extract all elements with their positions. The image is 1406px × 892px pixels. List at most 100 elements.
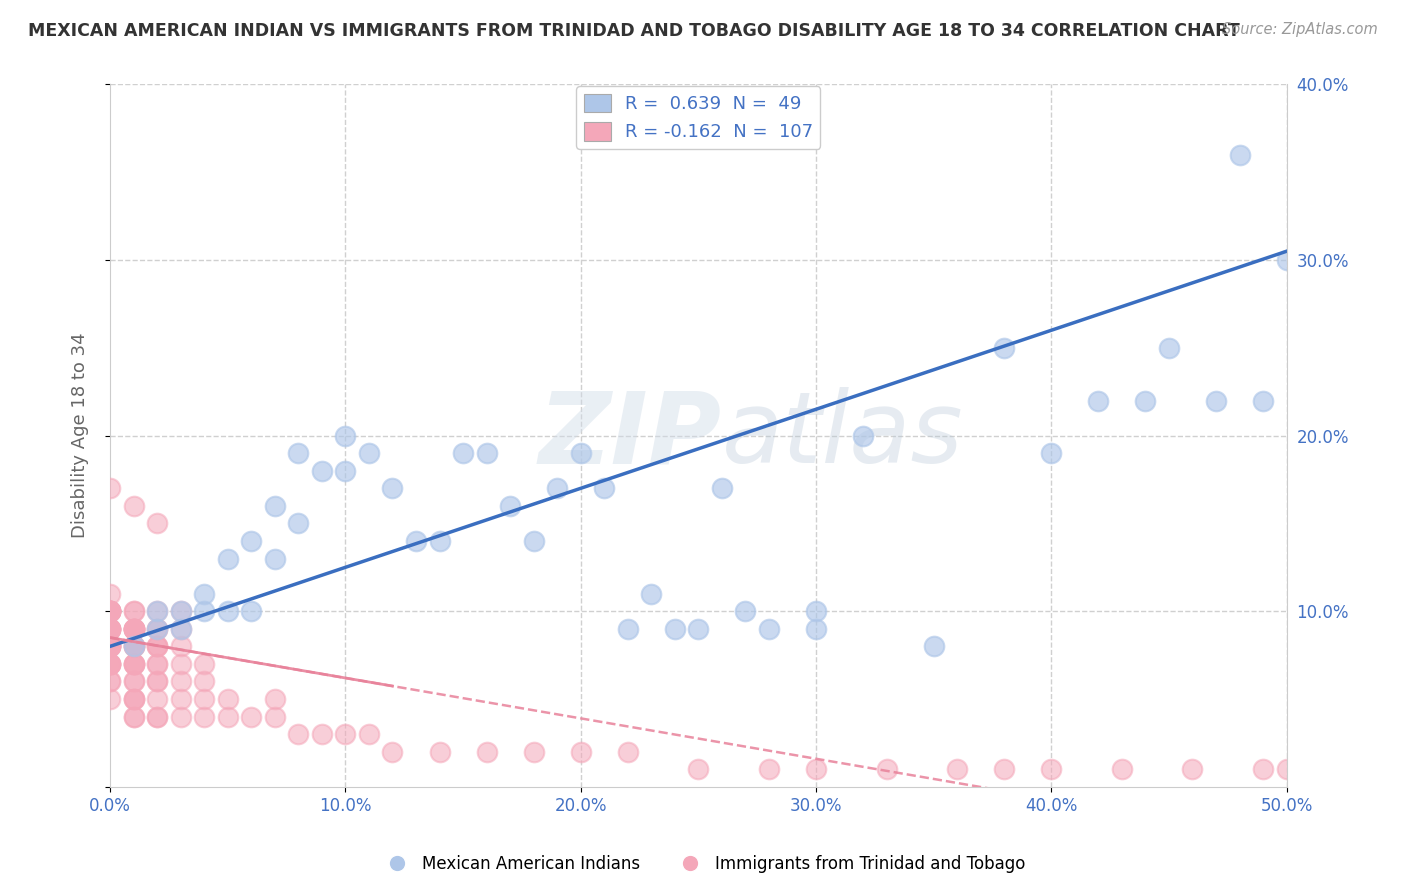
Point bbox=[475, 446, 498, 460]
Point bbox=[98, 604, 121, 618]
Point bbox=[169, 604, 191, 618]
Point bbox=[804, 622, 827, 636]
Point bbox=[122, 674, 145, 689]
Point bbox=[98, 640, 121, 654]
Point bbox=[1040, 446, 1063, 460]
Point bbox=[122, 604, 145, 618]
Point bbox=[146, 709, 169, 723]
Point bbox=[1251, 762, 1274, 776]
Point bbox=[546, 481, 568, 495]
Point bbox=[146, 516, 169, 531]
Point bbox=[98, 657, 121, 671]
Point bbox=[311, 464, 333, 478]
Point bbox=[1275, 253, 1298, 268]
Point bbox=[1229, 147, 1251, 161]
Point bbox=[946, 762, 969, 776]
Point bbox=[311, 727, 333, 741]
Point bbox=[593, 481, 616, 495]
Point bbox=[146, 604, 169, 618]
Point bbox=[98, 657, 121, 671]
Point bbox=[193, 604, 215, 618]
Point bbox=[98, 657, 121, 671]
Point bbox=[146, 692, 169, 706]
Point bbox=[98, 587, 121, 601]
Point bbox=[98, 604, 121, 618]
Text: ZIP: ZIP bbox=[538, 387, 721, 484]
Point bbox=[98, 622, 121, 636]
Point bbox=[263, 692, 285, 706]
Point bbox=[852, 428, 875, 442]
Point bbox=[640, 587, 662, 601]
Point bbox=[193, 657, 215, 671]
Point bbox=[263, 499, 285, 513]
Point bbox=[499, 499, 522, 513]
Point bbox=[405, 534, 427, 549]
Point bbox=[146, 640, 169, 654]
Point bbox=[98, 622, 121, 636]
Point bbox=[98, 657, 121, 671]
Point bbox=[758, 622, 780, 636]
Point bbox=[146, 674, 169, 689]
Point bbox=[146, 622, 169, 636]
Point bbox=[169, 622, 191, 636]
Point bbox=[98, 640, 121, 654]
Point bbox=[146, 640, 169, 654]
Point bbox=[569, 446, 592, 460]
Point bbox=[98, 622, 121, 636]
Point bbox=[169, 709, 191, 723]
Point bbox=[146, 622, 169, 636]
Point bbox=[381, 481, 404, 495]
Point bbox=[758, 762, 780, 776]
Point bbox=[122, 622, 145, 636]
Point bbox=[688, 762, 710, 776]
Point bbox=[122, 640, 145, 654]
Point bbox=[1181, 762, 1204, 776]
Point bbox=[357, 446, 380, 460]
Point bbox=[122, 640, 145, 654]
Point bbox=[122, 692, 145, 706]
Point bbox=[122, 674, 145, 689]
Point bbox=[169, 674, 191, 689]
Point bbox=[876, 762, 898, 776]
Point bbox=[1040, 762, 1063, 776]
Point bbox=[98, 604, 121, 618]
Point bbox=[146, 657, 169, 671]
Point bbox=[217, 692, 239, 706]
Point bbox=[451, 446, 474, 460]
Point bbox=[1135, 393, 1157, 408]
Point bbox=[240, 534, 263, 549]
Point bbox=[240, 604, 263, 618]
Point bbox=[98, 692, 121, 706]
Point bbox=[122, 622, 145, 636]
Point bbox=[1157, 341, 1180, 355]
Point bbox=[993, 341, 1015, 355]
Point bbox=[523, 745, 546, 759]
Point bbox=[193, 692, 215, 706]
Point bbox=[1205, 393, 1227, 408]
Point bbox=[98, 481, 121, 495]
Point bbox=[993, 762, 1015, 776]
Point bbox=[263, 551, 285, 566]
Point bbox=[146, 604, 169, 618]
Point bbox=[122, 657, 145, 671]
Legend: Mexican American Indians, Immigrants from Trinidad and Tobago: Mexican American Indians, Immigrants fro… bbox=[374, 848, 1032, 880]
Point bbox=[98, 674, 121, 689]
Point bbox=[193, 587, 215, 601]
Text: atlas: atlas bbox=[721, 387, 963, 484]
Point bbox=[616, 745, 638, 759]
Point bbox=[710, 481, 733, 495]
Point bbox=[98, 604, 121, 618]
Point bbox=[357, 727, 380, 741]
Point bbox=[381, 745, 404, 759]
Point bbox=[98, 604, 121, 618]
Point bbox=[98, 604, 121, 618]
Point bbox=[1251, 393, 1274, 408]
Point bbox=[263, 709, 285, 723]
Point bbox=[217, 709, 239, 723]
Point bbox=[240, 709, 263, 723]
Point bbox=[98, 640, 121, 654]
Point bbox=[122, 499, 145, 513]
Point bbox=[335, 464, 357, 478]
Point bbox=[335, 727, 357, 741]
Point bbox=[335, 428, 357, 442]
